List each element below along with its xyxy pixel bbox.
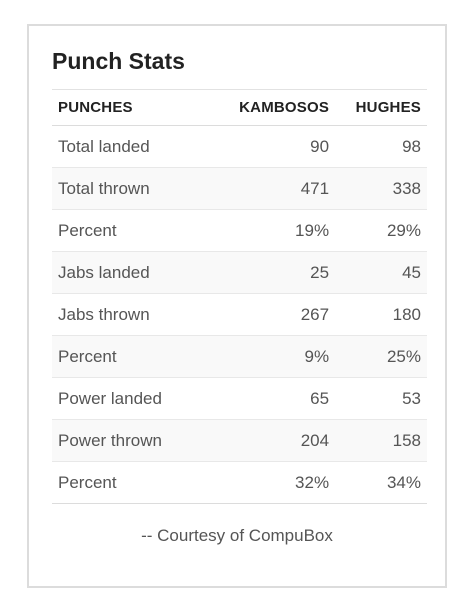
row-label: Power landed (52, 377, 214, 420)
hughes-value: 25% (335, 335, 427, 378)
table-row: Total thrown 471 338 (52, 167, 427, 210)
kambosos-value: 267 (214, 293, 336, 336)
row-label: Total thrown (52, 167, 214, 210)
compubox-credit: -- Courtesy of CompuBox (141, 526, 333, 545)
header-hughes: HUGHES (335, 89, 427, 126)
kambosos-value: 204 (214, 419, 336, 462)
kambosos-value: 471 (214, 167, 336, 210)
hughes-value: 338 (335, 167, 427, 210)
header-punches: PUNCHES (52, 89, 214, 126)
table-row: Power thrown 204 158 (52, 419, 427, 462)
punch-stats-table: PUNCHES KAMBOSOS HUGHES Total landed 90 … (52, 89, 427, 504)
kambosos-value: 25 (214, 251, 336, 294)
table-header-row: PUNCHES KAMBOSOS HUGHES (52, 89, 427, 126)
kambosos-value: 9% (214, 335, 336, 378)
row-label: Jabs landed (52, 251, 214, 294)
kambosos-value: 65 (214, 377, 336, 420)
table-row: Percent 19% 29% (52, 209, 427, 252)
punch-stats-card: Punch Stats PUNCHES KAMBOSOS HUGHES Tota… (27, 24, 447, 588)
kambosos-value: 90 (214, 125, 336, 168)
row-label: Percent (52, 461, 214, 504)
hughes-value: 34% (335, 461, 427, 504)
header-kambosos: KAMBOSOS (214, 89, 336, 126)
hughes-value: 29% (335, 209, 427, 252)
row-label: Percent (52, 209, 214, 252)
hughes-value: 53 (335, 377, 427, 420)
row-label: Total landed (52, 125, 214, 168)
row-label: Jabs thrown (52, 293, 214, 336)
table-row: Power landed 65 53 (52, 377, 427, 420)
hughes-value: 98 (335, 125, 427, 168)
table-row: Jabs landed 25 45 (52, 251, 427, 294)
row-label: Power thrown (52, 419, 214, 462)
hughes-value: 158 (335, 419, 427, 462)
card-title: Punch Stats (52, 48, 185, 74)
kambosos-value: 19% (214, 209, 336, 252)
hughes-value: 180 (335, 293, 427, 336)
row-label: Percent (52, 335, 214, 378)
table-row: Percent 9% 25% (52, 335, 427, 378)
kambosos-value: 32% (214, 461, 336, 504)
table-row: Jabs thrown 267 180 (52, 293, 427, 336)
table-row: Percent 32% 34% (52, 461, 427, 504)
hughes-value: 45 (335, 251, 427, 294)
table-row: Total landed 90 98 (52, 125, 427, 168)
